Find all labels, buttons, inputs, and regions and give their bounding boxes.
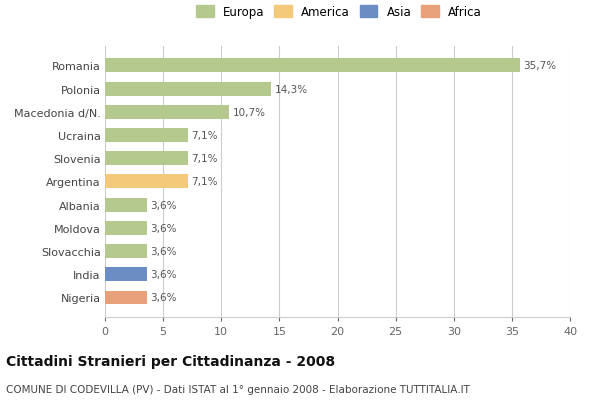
Text: 3,6%: 3,6% bbox=[151, 200, 177, 210]
Text: 14,3%: 14,3% bbox=[275, 84, 308, 94]
Legend: Europa, America, Asia, Africa: Europa, America, Asia, Africa bbox=[196, 6, 482, 19]
Bar bbox=[105, 267, 147, 281]
Text: 3,6%: 3,6% bbox=[151, 223, 177, 233]
Text: Cittadini Stranieri per Cittadinanza - 2008: Cittadini Stranieri per Cittadinanza - 2… bbox=[6, 354, 335, 368]
Bar bbox=[105, 291, 147, 305]
Bar bbox=[105, 129, 188, 143]
Text: 10,7%: 10,7% bbox=[233, 108, 266, 117]
Text: 3,6%: 3,6% bbox=[151, 270, 177, 280]
Bar bbox=[105, 83, 271, 97]
Bar bbox=[105, 198, 147, 212]
Bar bbox=[105, 59, 520, 73]
Text: 7,1%: 7,1% bbox=[191, 177, 218, 187]
Bar bbox=[105, 152, 188, 166]
Text: 35,7%: 35,7% bbox=[523, 61, 557, 71]
Text: 3,6%: 3,6% bbox=[151, 247, 177, 256]
Bar bbox=[105, 175, 188, 189]
Bar bbox=[105, 221, 147, 235]
Text: 7,1%: 7,1% bbox=[191, 131, 218, 141]
Text: 7,1%: 7,1% bbox=[191, 154, 218, 164]
Bar bbox=[105, 106, 229, 119]
Text: 3,6%: 3,6% bbox=[151, 293, 177, 303]
Bar bbox=[105, 245, 147, 258]
Text: COMUNE DI CODEVILLA (PV) - Dati ISTAT al 1° gennaio 2008 - Elaborazione TUTTITAL: COMUNE DI CODEVILLA (PV) - Dati ISTAT al… bbox=[6, 384, 470, 393]
